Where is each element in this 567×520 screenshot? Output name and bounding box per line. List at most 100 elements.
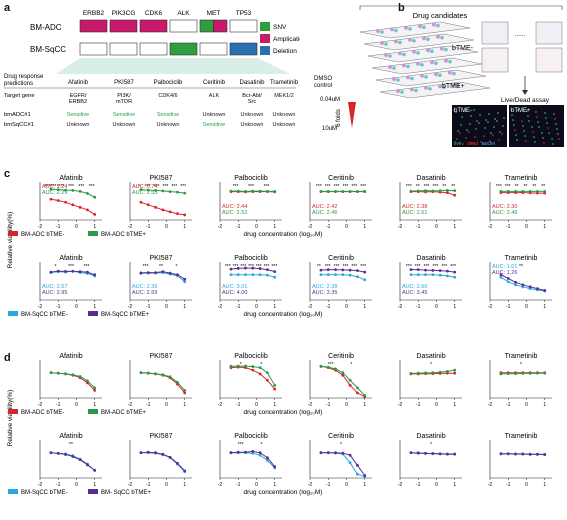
- gene-label: CDK6: [145, 10, 163, 17]
- cell-spot: [475, 128, 477, 130]
- x-tick-label: -2: [38, 304, 43, 310]
- cell-dot: [404, 25, 408, 30]
- x-tick-label: -2: [488, 304, 493, 310]
- conc-low: 0.04uM: [320, 97, 340, 103]
- data-point: [356, 472, 359, 476]
- legend-swatch: [88, 311, 98, 316]
- cell-spot: [471, 142, 473, 144]
- significance-label: **: [416, 184, 420, 190]
- significance-label: ***: [271, 264, 277, 270]
- data-point: [514, 189, 517, 193]
- significance-label: **: [159, 264, 163, 270]
- cell-dot: [424, 85, 428, 90]
- significance-label: ***: [316, 184, 322, 190]
- data-point: [266, 458, 269, 462]
- data-point: [356, 189, 359, 193]
- significance-label: ***: [248, 184, 254, 190]
- cell-spot: [521, 120, 523, 122]
- data-point: [431, 273, 435, 277]
- data-point: [86, 463, 89, 467]
- data-point: [258, 372, 262, 376]
- data-point: [266, 371, 269, 375]
- data-point: [86, 208, 89, 212]
- significance-label: **: [523, 184, 527, 190]
- x-tick-label: -2: [128, 402, 133, 408]
- data-point: [506, 452, 510, 456]
- panel-a-figure: ERBB2 PIK3CG CDK6 ALK MET TP53 BM-ADC BM-SqCC SN…: [4, 10, 300, 128]
- x-tick-label: 1: [453, 402, 456, 408]
- data-point: [348, 453, 352, 457]
- x-tick-label: 1: [93, 224, 96, 230]
- data-point: [64, 372, 67, 376]
- plot-title: Trametinib: [505, 353, 538, 360]
- drug-header: Dasatinib: [239, 80, 265, 86]
- cell-spot: [493, 126, 495, 128]
- cell-dot: [442, 85, 446, 89]
- cell-spot: [517, 109, 519, 111]
- table-row-label: Target gene: [4, 93, 35, 99]
- data-point: [176, 461, 179, 465]
- legend-label: BM-SqCC bTME-: [21, 490, 68, 496]
- cell-spot: [556, 128, 558, 130]
- x-tick-label: -2: [308, 304, 313, 310]
- significance-label: ***: [406, 264, 412, 270]
- data-point: [409, 372, 413, 375]
- fan-shape: [56, 58, 290, 74]
- cell-spot: [524, 135, 526, 137]
- plot-title: Palbociclib: [234, 353, 268, 360]
- data-point: [334, 268, 337, 271]
- data-point: [536, 452, 539, 456]
- x-tick-label: -1: [56, 224, 61, 230]
- data-point: [236, 273, 240, 277]
- data-point: [499, 275, 503, 279]
- table-cell: mTOR: [116, 99, 132, 105]
- data-point: [139, 371, 143, 375]
- data-point: [424, 371, 427, 375]
- x-tick-label: 1: [543, 224, 546, 230]
- auc-label: AUC: 2.46: [492, 210, 517, 216]
- cell-spot: [513, 124, 515, 126]
- x-tick-label: 0: [435, 304, 438, 310]
- data-point: [536, 287, 539, 290]
- mutation-cell: [169, 19, 198, 33]
- cell-dot: [456, 83, 460, 88]
- data-point: [251, 189, 255, 193]
- legend-swatch: [8, 231, 18, 236]
- cell-spot: [482, 143, 484, 145]
- cell-spot: [490, 132, 492, 134]
- x-tick-label: 1: [453, 482, 456, 488]
- cell-dot: [426, 37, 430, 41]
- drug-header: PKI587: [114, 80, 134, 86]
- significance-label: ***: [240, 264, 246, 270]
- x-tick-label: 0: [525, 402, 528, 408]
- panel-letter-d: d: [4, 352, 11, 364]
- data-point: [168, 190, 172, 194]
- cell-dot: [418, 24, 422, 29]
- cell-dot: [380, 30, 384, 34]
- data-point: [56, 269, 60, 273]
- auc-label: AUC: 4.00: [222, 290, 247, 296]
- x-tick-label: -1: [326, 224, 331, 230]
- device-icon: [535, 47, 563, 73]
- significance-label: ***: [450, 264, 456, 270]
- cell-spot: [461, 116, 463, 118]
- significance-label: ***: [264, 184, 270, 190]
- significance-label: ***: [406, 184, 412, 190]
- cell-spot: [542, 137, 544, 139]
- x-tick-label: 1: [453, 304, 456, 310]
- data-point: [161, 452, 165, 456]
- legend-swatch: [260, 46, 270, 55]
- table-cell: Unknown: [273, 122, 296, 128]
- data-point: [319, 451, 323, 455]
- data-point: [326, 365, 330, 369]
- data-point: [71, 269, 75, 273]
- auc-label: AUC: 2.30: [492, 204, 517, 210]
- cell-dot: [452, 82, 456, 87]
- mutation-cell: [229, 19, 258, 33]
- cell-dot: [448, 70, 452, 75]
- cell-spot: [503, 117, 505, 119]
- plot-title: Trametinib: [505, 433, 538, 440]
- data-point: [161, 373, 165, 377]
- cell-spot: [527, 115, 529, 117]
- data-point: [326, 268, 330, 271]
